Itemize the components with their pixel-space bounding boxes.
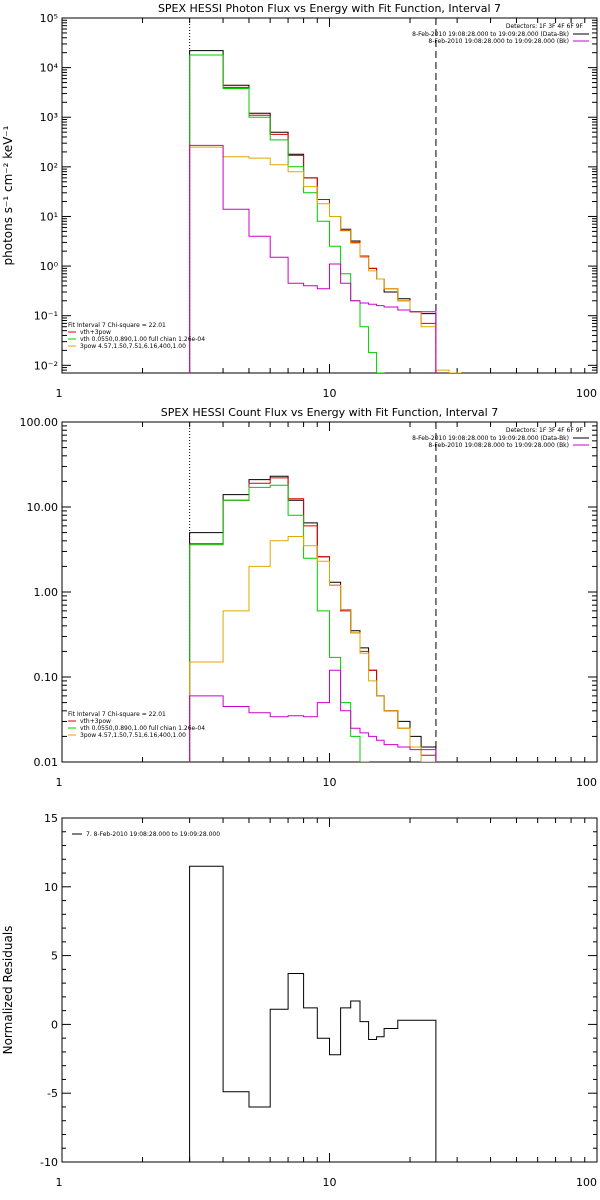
- x-tick-label: 1: [56, 387, 63, 400]
- y-tick-label: 10.00: [27, 501, 59, 514]
- legend-label: 3pow 4.57,1.50,7.51,6.16,400,1.00: [80, 343, 186, 350]
- legend-label: 8-Feb-2010 19:08:28.000 to 19:09:28.000 …: [428, 442, 569, 449]
- y-axis-label: Normalized Residuals: [1, 926, 15, 1055]
- y-tick-label: 15: [44, 812, 58, 825]
- legend-label: 8-Feb-2010 19:08:28.000 to 19:09:28.000 …: [412, 435, 569, 442]
- series-group: [189, 50, 462, 373]
- series-vth-3pow: [189, 54, 437, 373]
- y-tick-label: 5: [51, 950, 58, 963]
- y-tick-label: 10: [44, 881, 58, 894]
- legend-label: Fit Interval 7 Chi-square = 22.01: [68, 322, 166, 329]
- y-axis-label: photons s⁻¹ cm⁻² keV⁻¹: [1, 125, 15, 265]
- legend-label: 3pow 4.57,1.50,7.51,6.16,400,1.00: [80, 732, 186, 739]
- plot-frame: [61, 17, 598, 374]
- series-residuals: [189, 865, 437, 1162]
- chart-title: SPEX HESSI Count Flux vs Energy with Fit…: [161, 406, 498, 419]
- legend-label: vth 0.0550,0.890,1.00 full chian 1.26e-0…: [80, 725, 205, 732]
- series-3pow: [189, 146, 462, 373]
- series-group: [189, 865, 437, 1162]
- legend-label: 8-Feb-2010 19:08:28.000 to 19:09:28.000 …: [412, 31, 569, 38]
- x-tick-label: 10: [323, 1176, 337, 1189]
- series-3pow: [189, 536, 437, 762]
- legend-label: vth+3pow: [80, 718, 111, 725]
- y-tick-label: 10⁴: [40, 62, 59, 75]
- y-tick-label: 10²: [40, 161, 58, 174]
- x-tick-label: 100: [576, 387, 597, 400]
- y-tick-label: 10⁵: [40, 12, 58, 25]
- y-tick-label: -5: [47, 1087, 58, 1100]
- series-bk: [189, 669, 437, 762]
- detectors-label: Detectors: 1F 3F 4F 6F 9F: [506, 427, 584, 434]
- series-data-bk: [189, 50, 437, 373]
- y-tick-label: 0.01: [34, 756, 59, 769]
- series-vth: [189, 54, 385, 373]
- series-group: [189, 475, 437, 762]
- y-tick-label: 100.00: [20, 416, 59, 429]
- y-tick-label: 10¹: [40, 210, 58, 223]
- chart-title: SPEX HESSI Photon Flux vs Energy with Fi…: [158, 2, 501, 15]
- x-tick-label: 10: [323, 387, 337, 400]
- y-tick-label: 0.10: [34, 671, 59, 684]
- x-tick-label: 100: [576, 1176, 597, 1189]
- chart-2: SPEX HESSI Count Flux vs Energy with Fit…: [20, 406, 598, 789]
- chart-1: SPEX HESSI Photon Flux vs Energy with Fi…: [1, 2, 598, 400]
- legend-label: vth+3pow: [80, 329, 111, 336]
- x-tick-label: 1: [56, 776, 63, 789]
- series-vth: [189, 484, 370, 762]
- y-tick-label: -10: [40, 1156, 58, 1169]
- legend-label: Fit Interval 7 Chi-square = 22.01: [68, 711, 166, 718]
- x-tick-label: 10: [323, 776, 337, 789]
- detectors-label: Detectors: 1F 3F 4F 6F 9F: [506, 23, 584, 30]
- y-tick-label: 1.00: [34, 586, 59, 599]
- plot-frame: [61, 817, 598, 1163]
- y-tick-label: 10⁰: [40, 260, 59, 273]
- series-bk: [189, 144, 437, 373]
- y-tick-label: 10³: [40, 111, 58, 124]
- x-tick-label: 1: [56, 1176, 63, 1189]
- legend-label: vth 0.0550,0.890,1.00 full chian 1.26e-0…: [80, 336, 205, 343]
- y-tick-label: 0: [51, 1018, 58, 1031]
- legend-label: 7. 8-Feb-2010 19:08:28.000 to 19:09:28.0…: [86, 831, 220, 838]
- y-tick-label: 10⁻¹: [34, 310, 58, 323]
- legend-label: 8-Feb-2010 19:08:28.000 to 19:09:28.000 …: [428, 38, 569, 45]
- x-tick-label: 100: [576, 776, 597, 789]
- y-tick-label: 10⁻²: [34, 359, 58, 372]
- chart-3: 1 10 100 -10 -5 0 5 10 15 Normalized Residuals 7. …: [1, 812, 598, 1189]
